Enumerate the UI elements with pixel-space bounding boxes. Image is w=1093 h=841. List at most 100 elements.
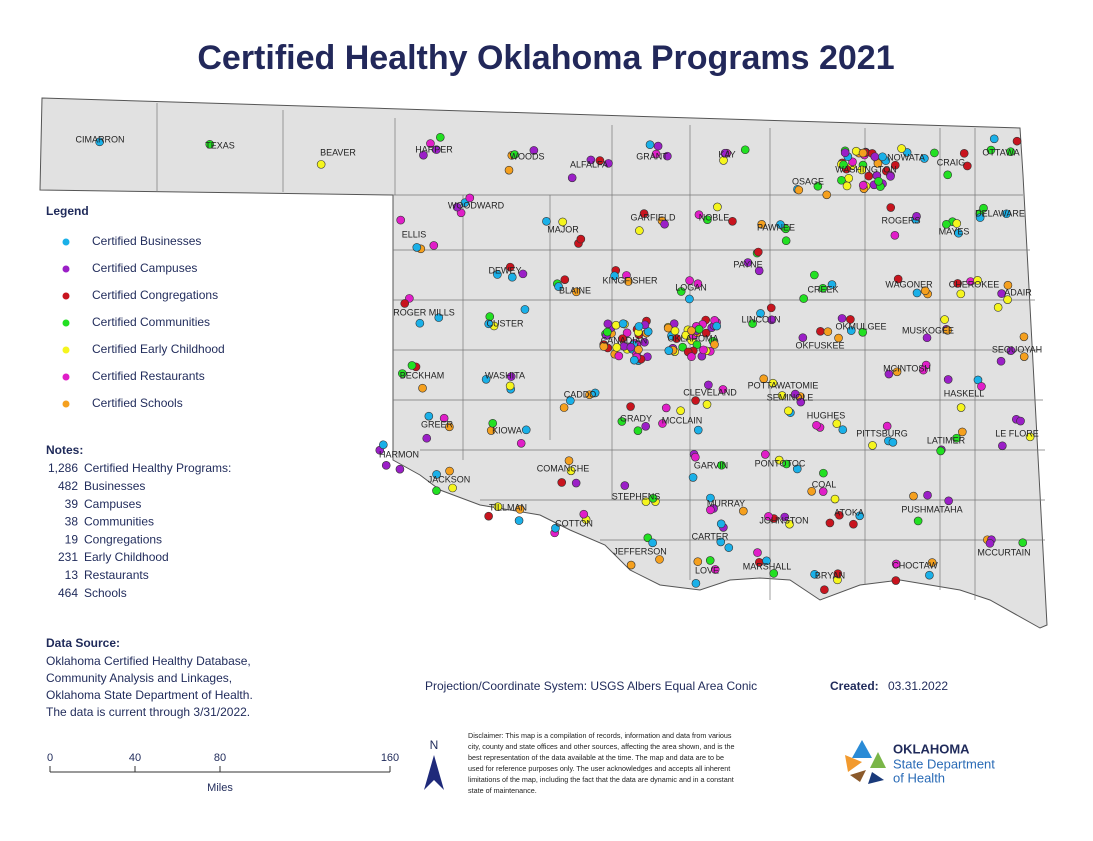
source-line: Community Analysis and Linkages, <box>46 671 232 685</box>
county-label: CLEVELAND <box>683 387 737 397</box>
county-label: JACKSON <box>428 474 471 484</box>
location-dot <box>702 400 712 409</box>
county-label: BRYAN <box>815 570 845 580</box>
location-dot <box>514 516 524 525</box>
location-dot <box>505 381 515 391</box>
county-label: HASKELL <box>944 388 985 398</box>
county-label: CREEK <box>807 284 838 294</box>
location-dot <box>827 280 837 289</box>
location-dot <box>823 327 833 336</box>
location-dot <box>590 388 600 398</box>
location-dot <box>756 309 765 318</box>
county-label: PAWNEE <box>757 222 795 232</box>
location-dot <box>1003 295 1012 304</box>
county-label: MAYES <box>939 226 970 236</box>
location-dot <box>504 165 514 175</box>
location-dot <box>640 337 649 347</box>
location-dot <box>712 321 722 331</box>
location-dot <box>660 219 669 229</box>
location-dot <box>1003 280 1013 290</box>
location-dot <box>1002 209 1011 219</box>
location-dot <box>835 510 844 520</box>
note-label: Certified Healthy Programs: <box>84 461 231 475</box>
location-dot <box>418 383 427 393</box>
location-dot <box>693 425 703 435</box>
location-dot <box>635 226 644 235</box>
location-dot <box>398 369 407 378</box>
legend-label: Certified Campuses <box>92 261 197 275</box>
county-label: PUSHMATAHA <box>901 504 962 514</box>
location-dot <box>855 511 864 521</box>
location-dot <box>651 149 661 159</box>
location-dot <box>699 345 708 355</box>
location-dot <box>586 155 596 165</box>
county-label: MAJOR <box>547 224 579 234</box>
location-dot <box>614 351 624 361</box>
projection: Projection/Coordinate System: USGS Alber… <box>425 679 757 693</box>
location-dot <box>790 389 800 399</box>
location-dot <box>1012 136 1022 146</box>
location-dot <box>825 518 835 528</box>
location-dot <box>566 466 576 476</box>
county-label: GRADY <box>620 413 652 423</box>
county-label: CUSTER <box>486 318 524 328</box>
created-label: Created: <box>830 679 879 693</box>
location-dot <box>743 258 753 267</box>
scale-tick-label: 160 <box>381 752 399 764</box>
county-label: MARSHALL <box>743 561 792 571</box>
notes-title: Notes: <box>46 443 83 457</box>
location-dot <box>687 326 696 335</box>
location-dot <box>493 502 503 511</box>
location-dot <box>799 294 808 303</box>
location-dot <box>426 139 435 148</box>
location-dot <box>891 160 900 170</box>
legend-swatch <box>62 292 70 300</box>
source-line: The data is current through 3/31/2022. <box>46 705 250 719</box>
location-dot <box>612 343 622 352</box>
county-label: HARMON <box>379 449 419 459</box>
location-dot <box>716 537 726 547</box>
county-label: POTTAWATOMIE <box>748 380 819 390</box>
county-label: OTTAWA <box>982 147 1019 157</box>
note-count: 1,286 <box>48 461 78 475</box>
location-dot <box>753 548 762 557</box>
disclaimer-line: state of maintenance. <box>468 786 537 795</box>
county-label: CRAIG <box>937 157 966 167</box>
location-dot <box>993 303 1003 312</box>
legend-swatch <box>62 400 70 408</box>
location-dot <box>796 397 806 407</box>
note-count: 38 <box>65 515 79 529</box>
location-dot <box>870 152 880 162</box>
county-label: WASHITA <box>485 370 525 380</box>
location-dot <box>484 511 493 521</box>
county-label: CHOCTAW <box>892 560 938 570</box>
location-dot <box>572 287 581 297</box>
county-label: HUGHES <box>807 410 846 420</box>
location-dot <box>997 289 1006 298</box>
note-count: 13 <box>65 568 79 582</box>
location-dot <box>624 277 633 286</box>
location-dot <box>952 219 962 228</box>
county-label: CANADIAN <box>601 335 648 345</box>
location-dot <box>986 145 996 155</box>
location-dot <box>810 270 819 280</box>
location-dot <box>884 369 894 379</box>
location-dot <box>952 433 961 443</box>
location-dot <box>832 419 842 428</box>
county-label: JOHNSTON <box>759 515 808 525</box>
location-dot <box>858 180 868 190</box>
note-label: Campuses <box>84 497 141 511</box>
location-dot <box>822 190 832 200</box>
location-dot <box>705 556 715 565</box>
logo-line: State Department <box>893 756 995 771</box>
location-dot <box>920 286 930 296</box>
county-label: BEAVER <box>320 147 356 157</box>
disclaimer-line: best representation of the data availabl… <box>468 753 724 762</box>
location-dot <box>432 470 441 479</box>
location-dot <box>754 266 764 276</box>
county-label: DELAWARE <box>975 208 1025 218</box>
location-dot <box>694 324 704 334</box>
location-dot <box>542 217 551 226</box>
location-dot <box>816 327 825 336</box>
